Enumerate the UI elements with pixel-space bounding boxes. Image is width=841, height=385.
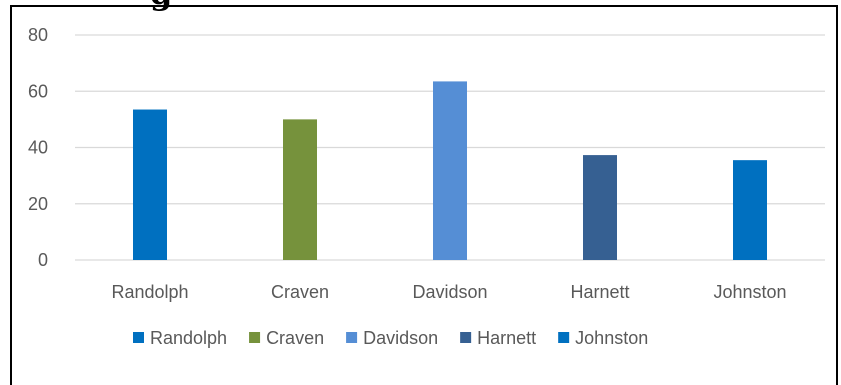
- x-tick-label: Harnett: [570, 282, 629, 302]
- y-axis-ticks: 0 20 40 60 80: [28, 25, 48, 270]
- x-tick-label: Craven: [271, 282, 329, 302]
- legend-label: Craven: [266, 328, 324, 348]
- bar-randolph: [133, 109, 167, 260]
- legend-swatch: [346, 332, 358, 343]
- y-tick-label: 60: [28, 81, 48, 101]
- x-tick-label: Davidson: [412, 282, 487, 302]
- legend-item-randolph: Randolph: [133, 328, 227, 348]
- legend: Randolph Craven Davidson Harnett Johnston: [133, 328, 648, 348]
- y-tick-label: 80: [28, 25, 48, 45]
- legend-label: Harnett: [477, 328, 536, 348]
- bar-davidson: [433, 81, 467, 260]
- y-tick-label: 0: [38, 250, 48, 270]
- legend-swatch: [460, 332, 472, 343]
- x-tick-label: Johnston: [713, 282, 786, 302]
- legend-swatch: [558, 332, 570, 343]
- legend-label: Randolph: [150, 328, 227, 348]
- legend-item-johnston: Johnston: [558, 328, 648, 348]
- bars: [133, 81, 767, 260]
- x-tick-label: Randolph: [111, 282, 188, 302]
- legend-item-harnett: Harnett: [460, 328, 536, 348]
- legend-swatch: [249, 332, 261, 343]
- legend-label: Davidson: [363, 328, 438, 348]
- y-tick-label: 20: [28, 194, 48, 214]
- legend-item-craven: Craven: [249, 328, 324, 348]
- bar-chart: 0 20 40 60 80 Randolph Craven Davidson Harnett J…: [28, 25, 825, 348]
- y-tick-label: 40: [28, 138, 48, 158]
- bar-craven: [283, 119, 317, 260]
- chart-frame: [10, 5, 838, 385]
- bar-harnett: [583, 155, 617, 260]
- bar-johnston: [733, 160, 767, 260]
- legend-item-davidson: Davidson: [346, 328, 438, 348]
- legend-label: Johnston: [575, 328, 648, 348]
- x-axis-ticks: Randolph Craven Davidson Harnett Johnston: [111, 282, 786, 302]
- legend-swatch: [133, 332, 144, 343]
